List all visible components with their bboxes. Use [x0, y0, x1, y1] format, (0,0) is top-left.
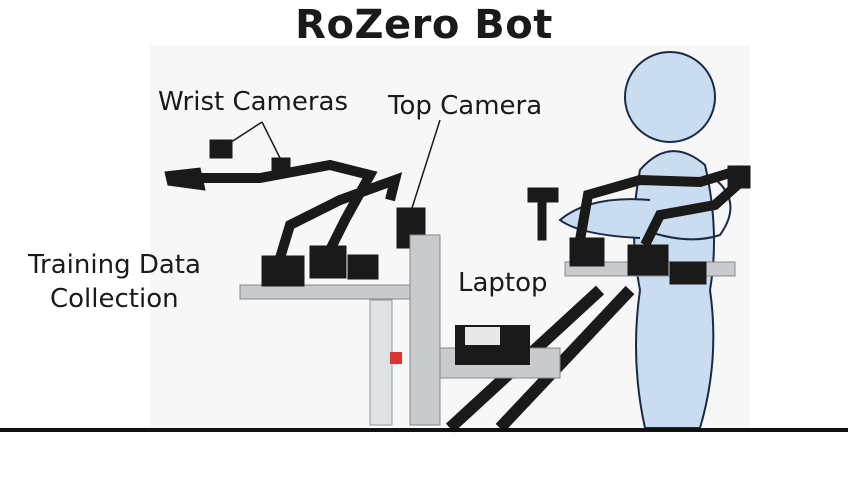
collection-label: Collection — [50, 284, 179, 314]
wrist-cameras-pointer-2 — [261, 121, 281, 159]
left-gripper — [164, 167, 206, 191]
right-base-right — [627, 244, 669, 276]
right-gripper-left-stem — [537, 199, 547, 241]
top-camera-pointer — [411, 119, 441, 209]
left-base-mid — [309, 245, 347, 279]
tower-panel — [369, 299, 393, 426]
training-data-label: Training Data — [28, 250, 201, 280]
right-gripper-right — [727, 165, 751, 189]
left-arm-front — [200, 159, 378, 253]
right-base-far — [669, 261, 707, 285]
left-wrist-camera-2 — [271, 157, 291, 173]
ground-line — [0, 428, 848, 432]
page-title: RoZero Bot — [295, 2, 553, 48]
frame-leg-2 — [495, 285, 635, 433]
left-wrist-camera — [209, 139, 233, 159]
top-camera-label: Top Camera — [388, 91, 543, 121]
leader-robot-arms — [527, 165, 751, 285]
wrist-cameras-label: Wrist Cameras — [158, 87, 349, 117]
right-base-left — [569, 237, 605, 267]
laptop-keyboard — [465, 327, 500, 345]
wrist-cameras-pointer-1 — [221, 121, 263, 149]
annotation-pointers — [221, 119, 441, 209]
human-head — [624, 51, 716, 143]
camera-tower — [369, 234, 441, 426]
laptop-label: Laptop — [458, 268, 548, 298]
human-body — [633, 150, 715, 429]
left-base-left — [261, 255, 305, 287]
right-arm-left — [575, 165, 742, 241]
left-base-right — [347, 254, 379, 280]
tower-column — [409, 234, 441, 426]
laptop-device — [439, 325, 561, 379]
red-emergency-button — [390, 352, 402, 364]
right-arm-right — [640, 174, 749, 248]
left-arm-back — [275, 172, 403, 260]
